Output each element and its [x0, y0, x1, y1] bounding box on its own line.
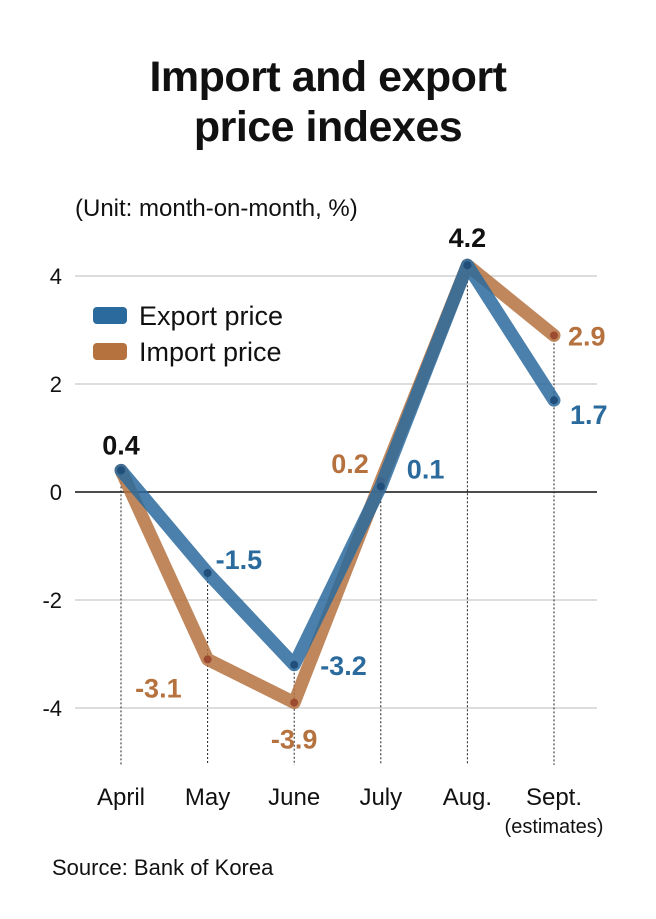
data-label: 1.7	[570, 400, 608, 430]
y-tick-label: 4	[50, 264, 62, 289]
x-tick-label: June	[268, 784, 320, 811]
data-point	[203, 655, 212, 664]
legend-label: Export price	[139, 301, 283, 331]
data-label: -1.5	[216, 545, 263, 575]
y-tick-label: -2	[42, 588, 62, 613]
x-tick-note: (estimates)	[505, 816, 604, 838]
data-point	[550, 396, 558, 405]
data-point	[203, 569, 212, 577]
series-line-export	[114, 258, 561, 672]
data-point	[290, 698, 299, 707]
unit-label: (Unit: month-on-month, %)	[75, 195, 358, 222]
x-tick-label: Sept.	[526, 784, 582, 811]
data-point	[290, 660, 299, 669]
data-label: 4.2	[449, 223, 487, 253]
x-tick-label: Aug.	[443, 784, 492, 811]
data-point	[376, 482, 385, 491]
data-point	[463, 261, 472, 270]
legend-swatch-export	[93, 307, 127, 324]
data-label: -3.9	[271, 725, 318, 755]
legend-swatch-import	[93, 343, 127, 360]
data-label: 2.9	[568, 321, 606, 351]
source-note: Source: Bank of Korea	[52, 855, 274, 880]
x-tick-label: May	[185, 784, 230, 811]
data-label: 0.2	[331, 449, 369, 479]
x-tick-label: April	[97, 784, 145, 811]
data-label: -3.2	[320, 651, 367, 681]
chart-title: Import and export price indexes	[0, 52, 656, 152]
data-point	[117, 466, 125, 475]
y-tick-label: 0	[50, 480, 62, 505]
y-tick-label: 2	[50, 372, 62, 397]
data-point	[550, 331, 558, 340]
data-label: -3.1	[135, 673, 182, 703]
title-line-1: Import and export	[149, 53, 507, 101]
x-tick-label: July	[359, 784, 402, 811]
data-label: 0.4	[102, 430, 140, 460]
title-line-2: price indexes	[193, 103, 463, 151]
y-tick-label: -4	[42, 696, 62, 721]
legend-label: Import price	[139, 337, 282, 367]
data-label: 0.1	[407, 455, 445, 485]
